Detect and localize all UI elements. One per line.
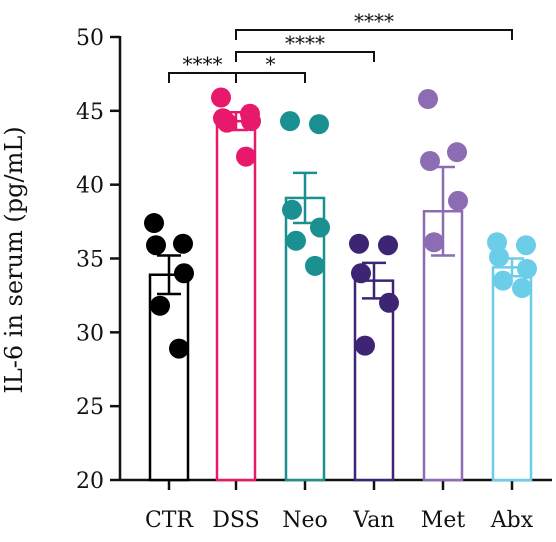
data-point-ctr [174,263,194,284]
significance-label: **** [183,52,223,76]
significance-bracket [235,72,306,83]
y-tick-label: 40 [76,174,104,199]
x-tick-label-abx: Abx [490,508,534,533]
significance-label: **** [354,9,394,33]
data-point-met [448,190,468,211]
data-point-van [378,235,398,256]
y-tick-label: 50 [76,26,104,51]
data-point-van [379,292,399,313]
data-point-ctr [150,295,170,316]
data-point-neo [286,230,306,251]
y-tick-label: 20 [76,469,104,494]
data-point-abx [489,247,509,268]
data-point-neo [310,217,330,238]
x-tick-label-ctr: CTR [145,508,195,533]
data-point-met [418,89,438,110]
bar-abx [491,266,533,482]
data-point-met [424,232,444,253]
data-point-ctr [173,233,193,254]
data-point-van [351,263,371,284]
bar-dss [215,119,257,482]
data-point-abx [516,235,536,256]
data-point-dss [241,111,261,132]
data-point-van [355,335,375,356]
significance-bracket [235,51,375,62]
data-point-ctr [146,235,166,256]
significance-bracket [235,29,513,40]
data-points [144,87,537,359]
y-tick-label: 30 [76,321,104,346]
x-tick-label-dss: DSS [212,508,259,533]
x-tick-label-met: Met [421,508,466,533]
data-point-abx [517,258,537,279]
data-point-abx [487,232,507,253]
x-tick-label-van: Van [352,508,394,533]
data-point-neo [282,199,302,220]
y-tick-label: 35 [76,248,104,273]
data-point-dss [211,87,231,108]
x-axis: CTR DSS Neo Van Met Abx [120,478,552,533]
significance-label: **** [285,31,325,55]
data-point-met [420,151,440,172]
data-point-ctr [144,213,164,234]
y-tick-label: 45 [76,100,104,125]
data-point-abx [493,270,513,291]
data-point-neo [309,114,329,135]
significance-label: * [266,52,276,76]
data-point-dss [217,112,237,133]
data-point-dss [236,146,256,167]
y-axis-title: IL-6 in serum (pg/mL) [0,126,28,393]
x-tick-label-neo: Neo [282,508,328,533]
y-tick-label: 25 [76,395,104,420]
data-point-neo [305,255,325,276]
data-point-met [447,142,467,163]
data-point-abx [512,278,532,299]
significance-brackets: **** ********* [168,9,513,83]
y-axis: 20 25 30 35 40 45 50 [76,26,122,494]
data-point-neo [280,111,300,132]
data-point-van [349,233,369,254]
data-point-ctr [169,338,189,359]
bars [148,111,533,482]
